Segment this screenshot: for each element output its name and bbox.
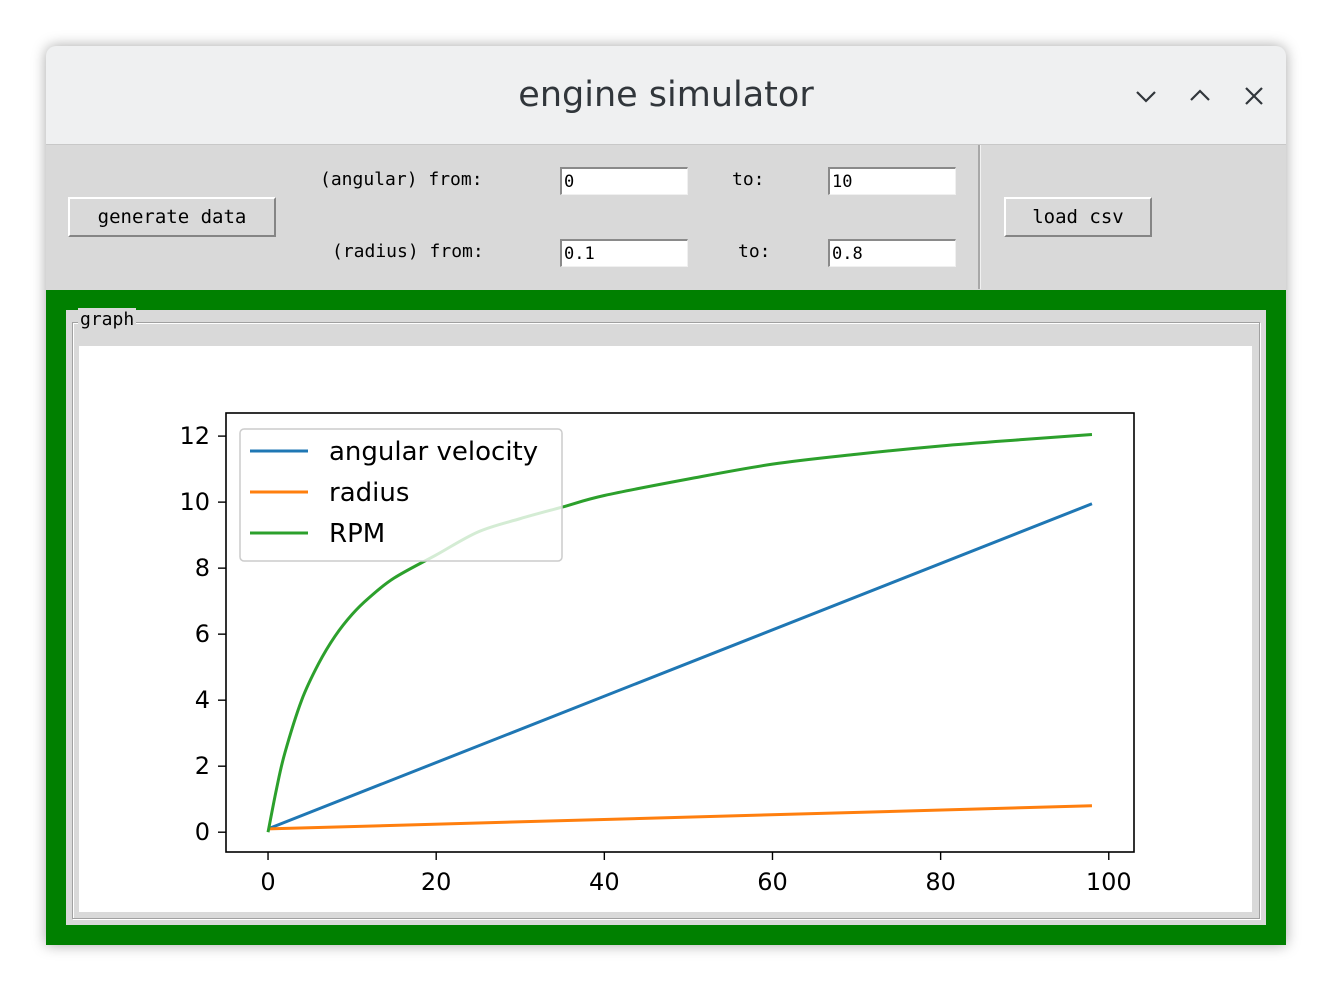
radius-from-label: (radius) from: — [332, 241, 484, 262]
load-csv-button[interactable]: load csv — [1004, 197, 1152, 237]
y-tick-label: 0 — [195, 818, 210, 846]
x-tick-label: 0 — [260, 868, 275, 896]
toolbar: generate data (angular) from: to: (radiu… — [46, 145, 1286, 289]
graph-frame-border — [72, 322, 1260, 919]
maximize-icon[interactable] — [1180, 76, 1220, 116]
x-tick-label: 60 — [757, 868, 788, 896]
y-tick-label: 6 — [195, 620, 210, 648]
x-tick-label: 40 — [589, 868, 620, 896]
y-tick-label: 2 — [195, 752, 210, 780]
x-tick-label: 20 — [421, 868, 452, 896]
radius-to-label: to: — [738, 241, 771, 262]
radius-from-input[interactable] — [560, 239, 688, 267]
angular-from-label: (angular) from: — [320, 169, 483, 190]
y-tick-label: 10 — [179, 488, 210, 516]
radius-to-input[interactable] — [828, 239, 956, 267]
series-line-angular-velocity — [267, 502, 1093, 831]
angular-from-input[interactable] — [560, 167, 688, 195]
legend-label: RPM — [329, 519, 385, 549]
graph-labelframe: graph 0 20 40 60 80 100 0 2 4 6 8 10 12 angular veloc… — [66, 308, 1266, 925]
title-bar[interactable]: engine simulator — [46, 46, 1286, 145]
plot-canvas[interactable]: 0 20 40 60 80 100 0 2 4 6 8 10 12 angular velocity rad… — [79, 346, 1252, 912]
y-tick-label: 12 — [179, 422, 210, 450]
generate-data-button[interactable]: generate data — [68, 197, 276, 237]
x-tick-label: 80 — [925, 868, 956, 896]
angular-to-input[interactable] — [828, 167, 956, 195]
graph-container: graph 0 20 40 60 80 100 0 2 4 6 8 10 12 angular veloc… — [46, 290, 1286, 945]
legend-label: angular velocity — [329, 437, 538, 467]
legend-box — [239, 428, 563, 562]
legend-label: radius — [329, 478, 409, 508]
close-icon[interactable] — [1234, 76, 1274, 116]
y-tick-label: 4 — [195, 686, 210, 714]
minimize-icon[interactable] — [1126, 76, 1166, 116]
window-title: engine simulator — [518, 75, 814, 115]
y-tick-label: 8 — [195, 554, 210, 582]
angular-to-label: to: — [732, 169, 765, 190]
graph-frame-title: graph — [78, 308, 137, 332]
app-window: engine simulator generate data (angular)… — [46, 46, 1286, 945]
axes-frame — [225, 412, 1135, 853]
x-tick-label: 100 — [1086, 868, 1132, 896]
series-line-radius — [267, 804, 1093, 831]
toolbar-separator — [978, 145, 981, 289]
line-chart: 0 20 40 60 80 100 0 2 4 6 8 10 12 angular velocity rad… — [179, 412, 1135, 896]
